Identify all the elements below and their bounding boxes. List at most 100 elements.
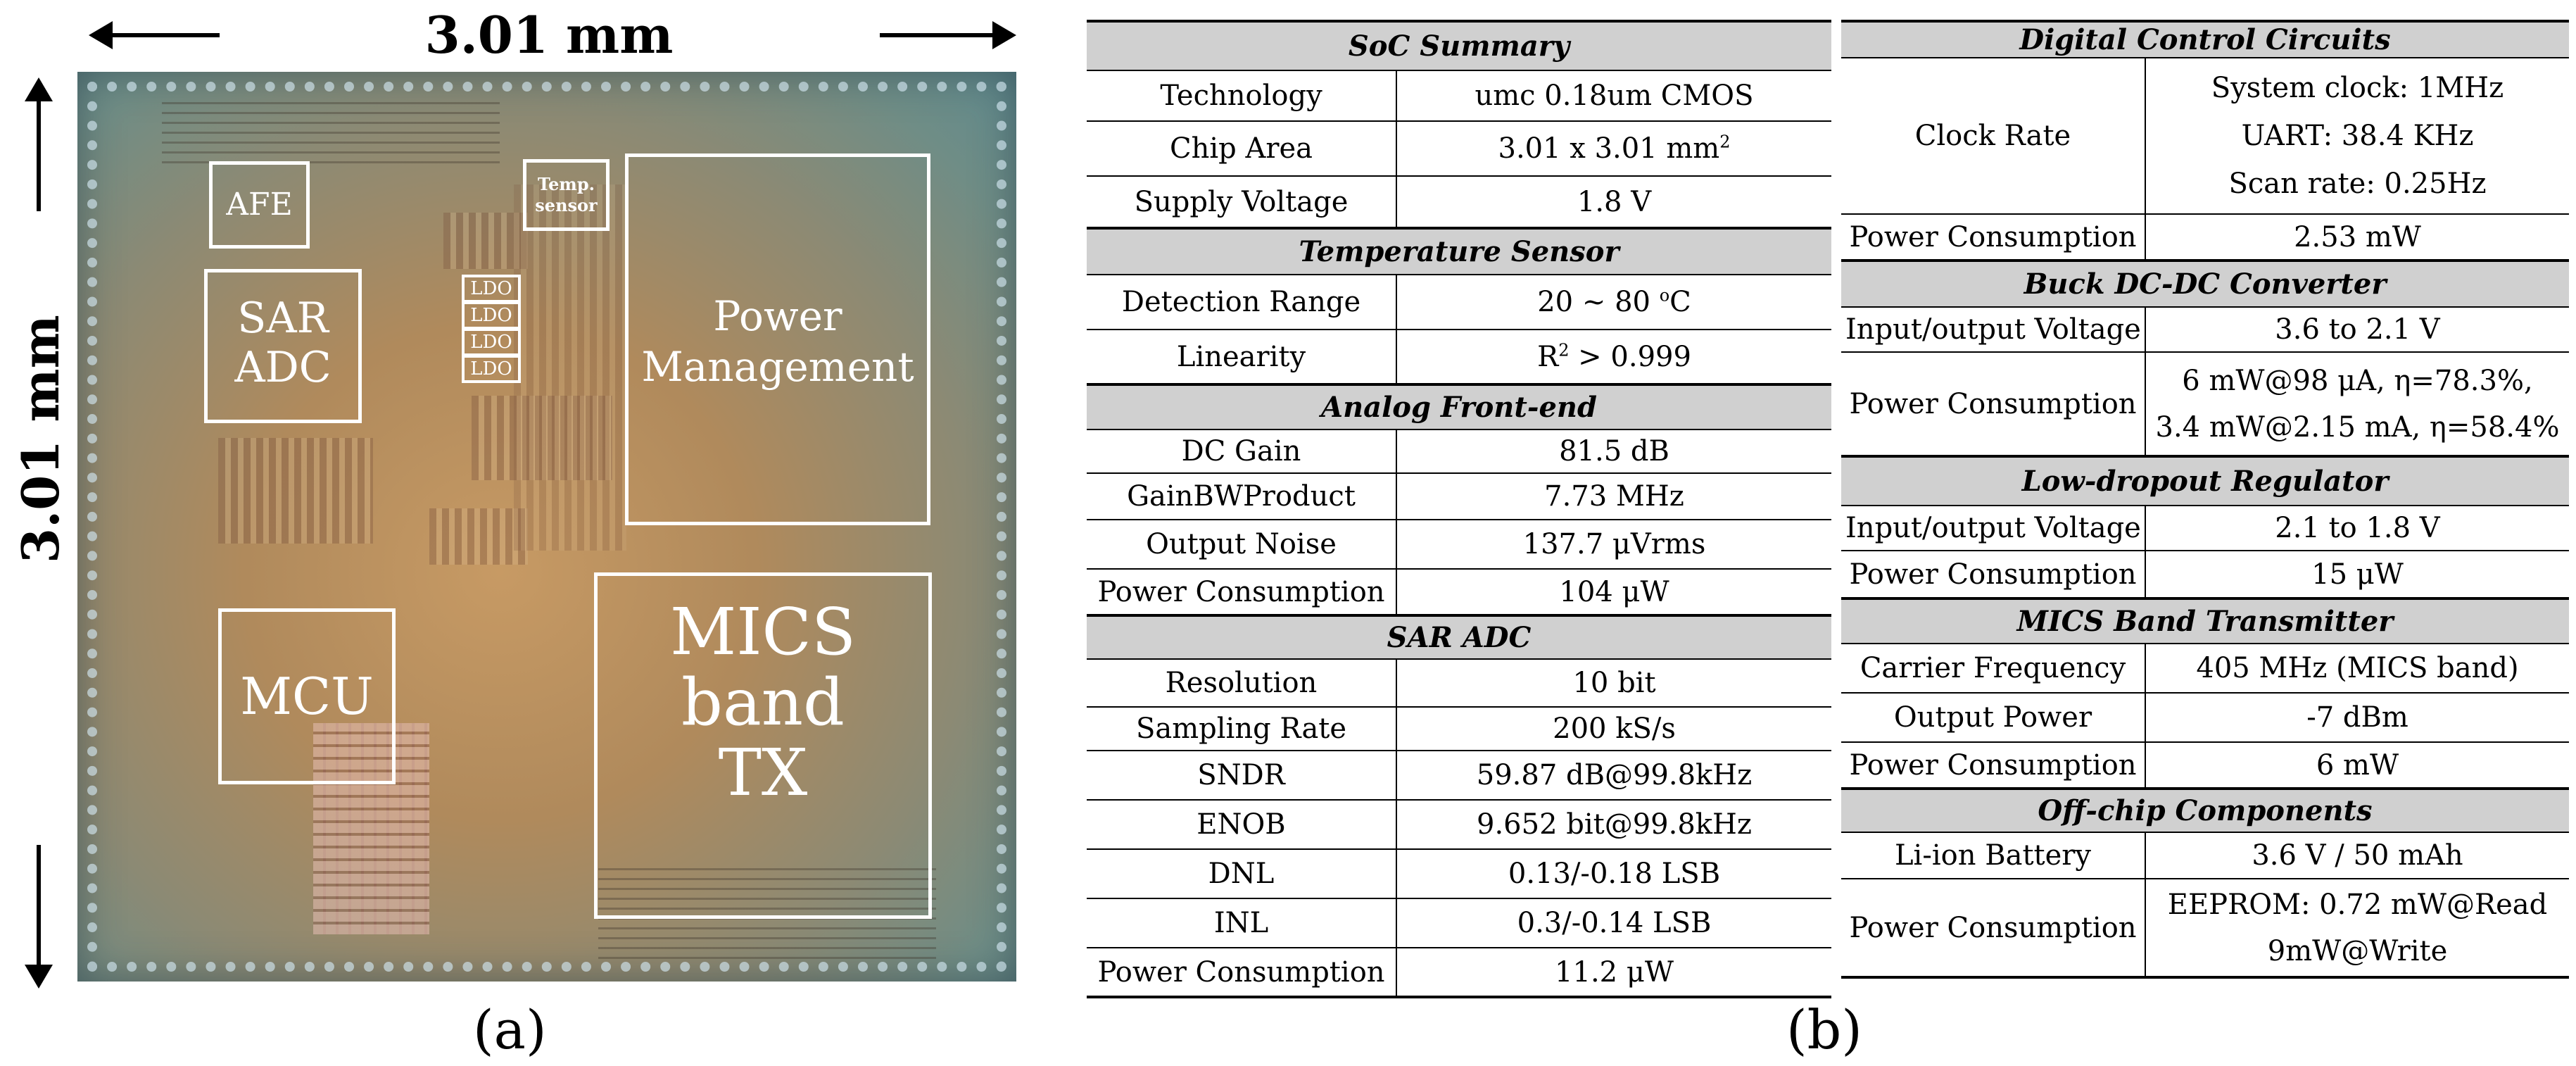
row-value: R2 > 0.999 (1396, 329, 1831, 384)
section-title: Off-chip Components (1841, 787, 2569, 832)
table-row: Resolution 10 bit (1087, 658, 1831, 707)
row-key: Power Consumption (1087, 568, 1397, 615)
value-superscript: o (1659, 285, 1670, 306)
section-buck-converter: Buck DC-DC Converter (1841, 259, 2569, 307)
table-row: Li-ion Battery 3.6 V / 50 mAh (1841, 832, 2569, 879)
table-row: Power Consumption EEPROM: 0.72 mW@Read 9mW… (1841, 878, 2569, 979)
section-title: MICS Band Transmitter (1841, 597, 2569, 644)
row-key: Li-ion Battery (1841, 832, 2146, 879)
table-row: Power Consumption 104 μW (1087, 568, 1831, 615)
table-row: Power Consumption 2.53 mW (1841, 213, 2569, 261)
routing-lines (162, 100, 500, 163)
row-key: Output Power (1841, 692, 2146, 742)
afe-label: AFE (226, 187, 293, 222)
value-superscript: 2 (1719, 132, 1731, 152)
section-title: SoC Summary (1087, 20, 1831, 70)
row-value: 10 bit (1396, 658, 1831, 707)
table-row: Detection Range 20 ~ 80 oC (1087, 274, 1831, 330)
row-key: Linearity (1087, 329, 1397, 384)
circuit-texture (443, 213, 528, 269)
table-row: Linearity R2 > 0.999 (1087, 329, 1831, 384)
height-arrow-top-head (25, 77, 53, 101)
row-value: 200 kS/s (1396, 706, 1831, 751)
section-title: Digital Control Circuits (1841, 20, 2569, 58)
row-value: 81.5 dB (1396, 429, 1831, 473)
chip-width-label: 3.01 mm (424, 5, 674, 65)
value-text: 20 ~ 80 (1537, 286, 1660, 318)
ldo-block-3: LDO (462, 328, 521, 356)
row-value: 7.73 MHz (1396, 472, 1831, 520)
table-row: ENOB 9.652 bit@99.8kHz (1087, 799, 1831, 849)
row-key: Power Consumption (1841, 741, 2146, 789)
row-key: Supply Voltage (1087, 175, 1397, 228)
value-line: Scan rate: 0.25Hz (2228, 168, 2487, 200)
row-value: 3.01 x 3.01 mm2 (1396, 120, 1831, 176)
row-key: ENOB (1087, 799, 1397, 849)
row-key: DNL (1087, 848, 1397, 898)
routing-lines (598, 860, 936, 959)
section-title: SAR ADC (1087, 614, 1831, 659)
row-value: 11.2 μW (1396, 947, 1831, 998)
section-temperature-sensor: Temperature Sensor (1087, 227, 1831, 275)
height-arrow-bottom-head (25, 965, 53, 989)
width-arrow-right-head (992, 21, 1016, 49)
circuit-texture (514, 184, 626, 551)
table-row: Sampling Rate 200 kS/s (1087, 706, 1831, 751)
circuit-texture (429, 508, 528, 565)
row-key: GainBWProduct (1087, 472, 1397, 520)
row-value: 2.1 to 1.8 V (2145, 505, 2569, 551)
row-key: Power Consumption (1841, 351, 2146, 456)
table-row: Power Consumption 11.2 μW (1087, 947, 1831, 998)
table-row: Clock Rate System clock: 1MHz UART: 38.4 K… (1841, 57, 2569, 214)
row-key: Input/output Voltage (1841, 505, 2146, 551)
row-key: Chip Area (1087, 120, 1397, 176)
row-key: Resolution (1087, 658, 1397, 707)
table-row: Carrier Frequency 405 MHz (MICS band) (1841, 643, 2569, 693)
panel-a-caption: (a) (473, 998, 547, 1061)
temp-sensor-label-2: sensor (535, 195, 598, 215)
row-value: 1.8 V (1396, 175, 1831, 228)
circuit-texture (313, 723, 429, 934)
value-text: 3.01 x 3.01 mm (1498, 132, 1720, 165)
value-superscript: 2 (1558, 340, 1570, 360)
row-key: Technology (1087, 70, 1397, 121)
row-value: 20 ~ 80 oC (1396, 274, 1831, 330)
row-key: Power Consumption (1841, 878, 2146, 979)
value-line: EEPROM: 0.72 mW@Read (2167, 888, 2548, 921)
row-value: 137.7 μVrms (1396, 519, 1831, 569)
circuit-texture (472, 396, 612, 480)
value-text: R (1537, 340, 1559, 373)
afe-block: AFE (209, 161, 310, 249)
value-text: > 0.999 (1569, 340, 1691, 373)
row-key: Power Consumption (1087, 947, 1397, 998)
row-key: INL (1087, 898, 1397, 948)
value-unit: C (1669, 286, 1691, 318)
row-value: 0.13/-0.18 LSB (1396, 848, 1831, 898)
row-key: Power Consumption (1841, 213, 2146, 261)
table-row: Supply Voltage 1.8 V (1087, 175, 1831, 228)
chip-die-photo: AFE Temp. sensor SAR ADC LDO LDO LDO LDO… (77, 72, 1016, 982)
ldo-label: LDO (470, 278, 512, 299)
row-value: 6 mW (2145, 741, 2569, 789)
sar-adc-label-2: ADC (234, 343, 332, 392)
sar-adc-block: SAR ADC (204, 269, 362, 423)
row-value: 2.53 mW (2145, 213, 2569, 261)
chip-micrograph-panel: 3.01 mm 3.01 mm AFE Temp. sensor SAR ADC… (0, 0, 1077, 1066)
section-mics-transmitter: MICS Band Transmitter (1841, 597, 2569, 644)
row-key: SNDR (1087, 750, 1397, 800)
section-title: Buck DC-DC Converter (1841, 259, 2569, 307)
table-row: Power Consumption 6 mW@98 μA, η=78.3%, 3.4… (1841, 351, 2569, 456)
row-value: umc 0.18um CMOS (1396, 70, 1831, 121)
mics-label-1: MICS (670, 594, 856, 670)
row-key: Carrier Frequency (1841, 643, 2146, 693)
ldo-block-2: LDO (462, 301, 521, 330)
mics-band-tx-block: MICS band TX (594, 572, 932, 919)
power-management-label-1: Power (713, 292, 842, 340)
table-row: Technology umc 0.18um CMOS (1087, 70, 1831, 121)
value-line: System clock: 1MHz (2211, 72, 2504, 104)
section-title: Analog Front-end (1087, 383, 1831, 429)
ldo-block-4: LDO (462, 355, 521, 383)
row-key: Input/output Voltage (1841, 306, 2146, 352)
section-sar-adc: SAR ADC (1087, 614, 1831, 659)
row-value: 9.652 bit@99.8kHz (1396, 799, 1831, 849)
